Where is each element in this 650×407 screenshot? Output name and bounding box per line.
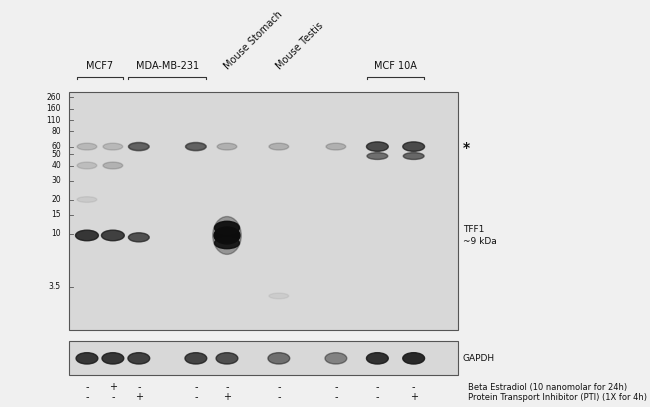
Ellipse shape <box>268 353 290 364</box>
Ellipse shape <box>77 162 97 169</box>
Ellipse shape <box>403 153 424 160</box>
Text: -: - <box>226 383 229 392</box>
Text: -: - <box>334 392 337 402</box>
Ellipse shape <box>75 230 98 241</box>
Ellipse shape <box>213 217 241 254</box>
Text: *: * <box>463 142 470 155</box>
Ellipse shape <box>102 353 124 364</box>
Text: -: - <box>85 383 88 392</box>
Text: 40: 40 <box>51 161 61 170</box>
Text: GAPDH: GAPDH <box>463 354 495 363</box>
Text: -: - <box>334 383 337 392</box>
Text: TFF1
~9 kDa: TFF1 ~9 kDa <box>463 225 497 246</box>
Text: +: + <box>109 383 117 392</box>
Text: +: + <box>135 392 143 402</box>
Ellipse shape <box>326 143 346 150</box>
Text: 3.5: 3.5 <box>49 282 61 291</box>
Text: 50: 50 <box>51 150 61 159</box>
Ellipse shape <box>186 143 205 150</box>
Text: 10: 10 <box>51 229 61 238</box>
Text: -: - <box>111 392 114 402</box>
Ellipse shape <box>101 230 124 241</box>
Text: Beta Estradiol (10 nanomolar for 24h): Beta Estradiol (10 nanomolar for 24h) <box>468 383 627 392</box>
Text: 80: 80 <box>51 127 61 136</box>
Ellipse shape <box>367 142 388 151</box>
Text: -: - <box>194 383 198 392</box>
Ellipse shape <box>76 353 98 364</box>
Ellipse shape <box>214 221 239 234</box>
Text: 110: 110 <box>47 116 61 125</box>
Text: Mouse Testis: Mouse Testis <box>274 20 325 71</box>
Text: -: - <box>277 383 281 392</box>
Text: MCF 10A: MCF 10A <box>374 61 417 71</box>
Ellipse shape <box>129 233 150 242</box>
Ellipse shape <box>269 143 289 150</box>
Ellipse shape <box>214 237 239 249</box>
Ellipse shape <box>77 143 97 150</box>
Text: Mouse Stomach: Mouse Stomach <box>222 9 285 71</box>
Text: +: + <box>223 392 231 402</box>
Ellipse shape <box>367 153 388 160</box>
Ellipse shape <box>128 353 150 364</box>
Text: +: + <box>410 392 418 402</box>
Text: 60: 60 <box>51 142 61 151</box>
Text: 20: 20 <box>51 195 61 204</box>
Ellipse shape <box>217 143 237 150</box>
Text: -: - <box>376 383 379 392</box>
Ellipse shape <box>269 293 289 299</box>
Ellipse shape <box>103 162 123 169</box>
Text: -: - <box>412 383 415 392</box>
Ellipse shape <box>403 142 424 151</box>
FancyBboxPatch shape <box>69 341 458 375</box>
Ellipse shape <box>367 353 388 364</box>
Text: 160: 160 <box>47 104 61 113</box>
Ellipse shape <box>129 143 149 150</box>
Text: 30: 30 <box>51 176 61 185</box>
Text: -: - <box>85 392 88 402</box>
Text: Protein Transport Inhibitor (PTI) (1X for 4h): Protein Transport Inhibitor (PTI) (1X fo… <box>468 393 647 402</box>
Text: 15: 15 <box>51 210 61 219</box>
Ellipse shape <box>403 353 424 364</box>
Ellipse shape <box>185 353 207 364</box>
Text: -: - <box>137 383 140 392</box>
Ellipse shape <box>216 353 238 364</box>
Ellipse shape <box>129 142 150 151</box>
Text: 260: 260 <box>47 93 61 102</box>
Text: -: - <box>194 392 198 402</box>
Text: MDA-MB-231: MDA-MB-231 <box>136 61 199 71</box>
Ellipse shape <box>214 227 240 244</box>
Ellipse shape <box>325 353 346 364</box>
Ellipse shape <box>103 143 123 150</box>
Ellipse shape <box>77 197 97 202</box>
Text: -: - <box>376 392 379 402</box>
Ellipse shape <box>185 142 206 151</box>
Text: -: - <box>277 392 281 402</box>
Text: MCF7: MCF7 <box>86 61 114 71</box>
FancyBboxPatch shape <box>69 92 458 330</box>
